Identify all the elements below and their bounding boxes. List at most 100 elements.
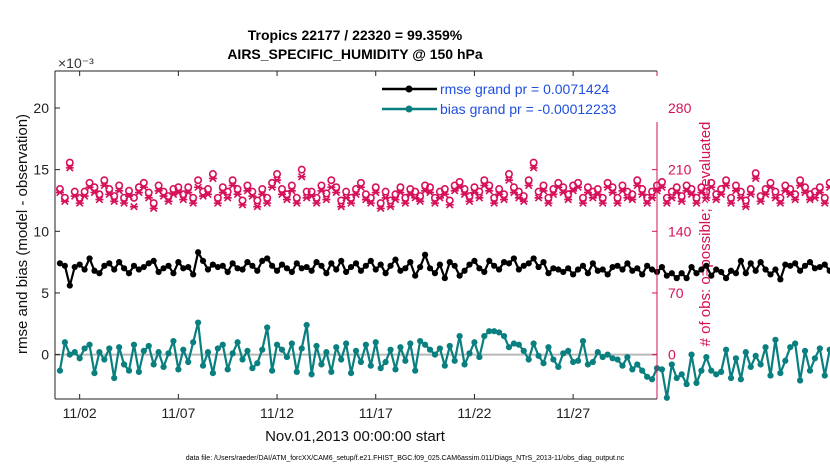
rmse-point [629,267,636,274]
obs-evaluated-point [55,188,64,197]
rmse-point [658,263,666,271]
obs-evaluated-point [450,187,459,195]
bias-point [382,358,389,366]
bias-point [767,372,774,379]
obs-possible-point [480,176,489,185]
obs-evaluated-point [129,202,138,211]
bias-point [510,340,518,347]
rmse-point [688,263,695,271]
rmse-point [397,267,404,274]
bias-point [520,347,527,355]
obs-evaluated-point [371,188,380,197]
obs-possible-point [228,176,237,185]
obs-possible-point [125,186,134,195]
obs-possible-point [297,165,306,174]
obs-possible-point [149,199,158,208]
rmse-point [520,262,527,269]
bias-point [722,346,730,353]
bias-point [194,319,202,326]
rmse-point [500,259,508,266]
obs-evaluated-point [233,190,242,199]
bias-point [273,341,281,348]
bias-point [81,345,88,352]
bias-point [555,363,562,371]
bias-point [412,367,419,374]
obs-possible-point [174,183,183,192]
obs-evaluated-point [539,187,548,195]
obs-possible-point [544,193,553,202]
obs-possible-point [495,185,504,194]
rmse-point [91,267,98,274]
rmse-point [328,260,335,267]
obs-evaluated-point [208,174,217,183]
chart-title-line2: AIRS_SPECIFIC_HUMIDITY @ 150 hPa [227,46,483,62]
bias-point [91,370,98,377]
bias-point [634,361,641,368]
rmse-point [673,275,680,282]
bias-point [565,347,572,355]
rmse-point [111,266,118,273]
rmse-point [204,266,212,273]
obs-possible-point [381,187,390,196]
bias-point [579,337,587,345]
obs-evaluated-point [707,183,716,192]
bias-point [594,349,601,356]
obs-evaluated-point [90,188,99,197]
bias-point [708,367,715,374]
bias-point [811,355,819,362]
obs-evaluated-point [347,199,356,207]
rmse-point [510,255,518,262]
obs-possible-point [751,169,760,178]
obs-evaluated-point [722,181,731,190]
obs-possible-point [65,158,74,167]
obs-possible-point [85,178,94,187]
bias-point [259,346,266,353]
obs-possible-point [154,181,163,190]
rmse-point [619,266,626,273]
x-axis-tick-label: 11/07 [161,405,195,421]
rmse-point [372,266,379,273]
obs-possible-point [490,193,499,202]
obs-evaluated-point [672,188,681,197]
obs-possible-point [717,185,726,194]
obs-evaluated-point [761,190,770,199]
obs-possible-point [455,177,464,186]
obs-evaluated-point [682,187,691,195]
rmse-point [762,266,769,273]
right-axis-tick-label: 0 [668,347,676,363]
rmse-point [644,262,651,269]
obs-possible-point [603,178,612,187]
rmse-point [816,263,823,271]
obs-possible-point [421,181,430,190]
rmse-point [525,260,532,267]
rmse-point [713,266,720,273]
obs-evaluated-point [100,181,109,190]
bias-point [545,344,552,351]
rmse-point [550,265,557,272]
rmse-point [722,275,730,282]
obs-evaluated-point [445,201,454,209]
bias-point [796,377,804,384]
obs-evaluated-point [820,199,829,207]
bias-point [377,365,384,372]
bias-point [688,351,695,358]
rmse-point [476,265,483,272]
rmse-point [426,265,434,272]
obs-possible-point [593,185,602,194]
bias-point [456,333,463,340]
obs-possible-point [524,176,533,185]
rmse-point [584,270,592,277]
obs-evaluated-point [426,188,435,197]
obs-evaluated-point [268,183,277,192]
obs-possible-point [820,193,829,202]
obs-evaluated-point [593,190,602,199]
rmse-point [752,267,759,274]
bias-point [629,366,636,373]
bias-point [160,363,167,371]
obs-possible-point [189,193,198,202]
obs-evaluated-point [361,195,370,204]
obs-evaluated-point [75,199,84,207]
obs-possible-point [613,193,622,202]
rmse-point [747,260,754,267]
obs-evaluated-point [588,194,597,202]
